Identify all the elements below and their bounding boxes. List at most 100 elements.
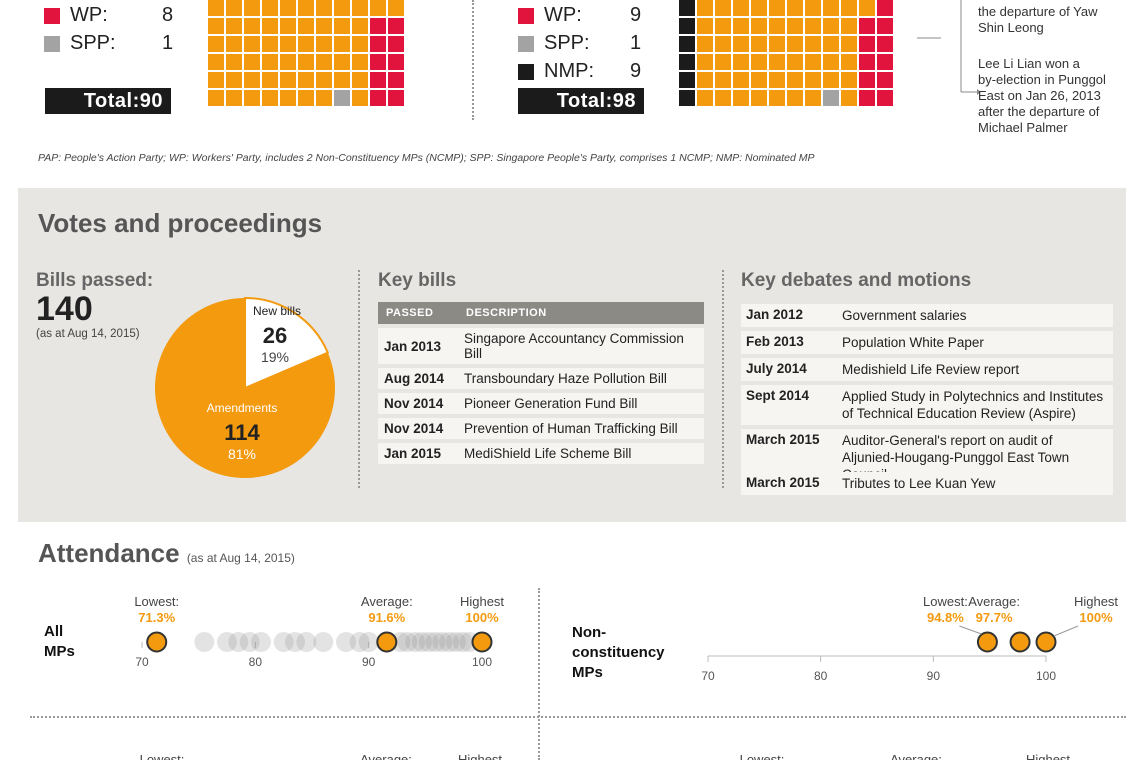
lowest-marker	[146, 631, 168, 653]
lowest-value: 71.3%	[138, 610, 175, 625]
seat-cell	[787, 90, 803, 106]
wp-swatch	[518, 7, 534, 24]
seat-cell	[388, 18, 404, 34]
header-passed: PASSED	[378, 302, 458, 324]
tick-label: 80	[249, 655, 263, 669]
seat-cell	[805, 0, 821, 16]
next-row-label: Highest	[458, 752, 502, 760]
seat-cell	[679, 90, 695, 106]
amendments-percent: 81%	[227, 446, 257, 462]
spp-swatch	[44, 35, 60, 52]
tick-label: 70	[701, 669, 715, 683]
seat-cell	[280, 72, 296, 88]
attendance-dot	[452, 632, 473, 652]
attendance-dot	[418, 632, 439, 652]
lowest-label: Lowest:	[134, 594, 179, 609]
highest-marker	[471, 631, 493, 653]
tick-label: 100	[472, 655, 492, 669]
seat-cell	[841, 36, 857, 52]
seat-cell	[877, 0, 893, 16]
attendance-dot	[194, 632, 215, 652]
seat-cell	[352, 72, 368, 88]
seat-cell	[787, 0, 803, 16]
seat-cell	[805, 54, 821, 70]
seat-cell	[859, 36, 875, 52]
lowest-value: 94.8%	[927, 610, 964, 625]
seat-cell	[769, 36, 785, 52]
seat-cell	[841, 72, 857, 88]
seat-cell	[679, 72, 695, 88]
seat-cell	[316, 72, 332, 88]
highest-value: 100%	[1079, 610, 1113, 625]
bills-passed-label: Bills passed:	[36, 270, 154, 291]
attendance-title: Attendance (as at Aug 14, 2015)	[38, 538, 295, 568]
seat-cell	[298, 36, 314, 52]
seat-cell	[715, 72, 731, 88]
attendance-dot	[217, 632, 237, 652]
seat-cell	[280, 0, 296, 16]
seat-cell	[280, 54, 296, 70]
note-connector	[917, 0, 980, 95]
legend-wp-before: WP: 8	[44, 4, 173, 27]
seat-cell	[751, 54, 767, 70]
seat-cell	[316, 54, 332, 70]
seat-cell	[352, 18, 368, 34]
seat-cell	[697, 90, 713, 106]
average-value: 97.7%	[976, 610, 1013, 625]
pie-slice-new-bills	[244, 296, 330, 390]
highest-value: 100%	[465, 610, 499, 625]
next-row-label: Lowest:	[140, 752, 185, 760]
attendance-dot	[358, 632, 379, 652]
seat-cell	[334, 72, 350, 88]
header-description: DESCRIPTION	[458, 302, 704, 324]
seat-cell	[751, 36, 767, 52]
seat-cell	[352, 0, 368, 16]
seat-cell	[679, 36, 695, 52]
seat-cell	[370, 90, 386, 106]
legend-wp-after: WP: 9	[518, 4, 641, 27]
seat-cell	[787, 36, 803, 52]
table-row: Aug 2014 Transboundary Haze Pollution Bil…	[378, 368, 704, 389]
seat-cell	[208, 72, 224, 88]
seat-cell	[805, 90, 821, 106]
seat-cell	[841, 90, 857, 106]
seat-cell	[262, 72, 278, 88]
seat-cell	[388, 36, 404, 52]
seat-cell	[262, 18, 278, 34]
divider	[722, 270, 724, 488]
seat-cell	[280, 36, 296, 52]
seat-cell	[244, 90, 260, 106]
divider	[358, 270, 360, 488]
party-footnote: PAP: People's Action Party; WP: Workers'…	[38, 152, 815, 164]
seat-cell	[244, 54, 260, 70]
next-row-label: Average:	[360, 752, 412, 760]
seat-cell	[388, 72, 404, 88]
seat-cell	[733, 36, 749, 52]
seat-cell	[244, 0, 260, 16]
seat-cell	[370, 18, 386, 34]
bills-passed-value: 140	[36, 290, 93, 328]
key-bills-header: PASSED DESCRIPTION	[378, 302, 704, 324]
seat-cell	[370, 54, 386, 70]
seat-cell	[751, 0, 767, 16]
next-row-label: Lowest:	[740, 752, 785, 760]
tick-label: 90	[362, 655, 376, 669]
key-debates-title: Key debates and motions	[741, 270, 972, 291]
seat-cell	[334, 36, 350, 52]
average-value: 91.6%	[368, 610, 405, 625]
seat-cell	[334, 54, 350, 70]
tick-label: 80	[814, 669, 828, 683]
seat-cell	[388, 0, 404, 16]
attendance-dot	[439, 632, 460, 652]
seat-cell	[226, 90, 242, 106]
seat-cell	[352, 36, 368, 52]
seat-cell	[751, 90, 767, 106]
seat-cell	[859, 0, 875, 16]
seat-cell	[208, 54, 224, 70]
seat-cell	[334, 0, 350, 16]
seat-cell	[316, 18, 332, 34]
seat-cell	[805, 18, 821, 34]
attendance-dot	[349, 632, 370, 652]
note-lee-li-lian: Lee Li Lian won a by-election in Punggol…	[978, 56, 1106, 135]
seat-cell	[226, 18, 242, 34]
